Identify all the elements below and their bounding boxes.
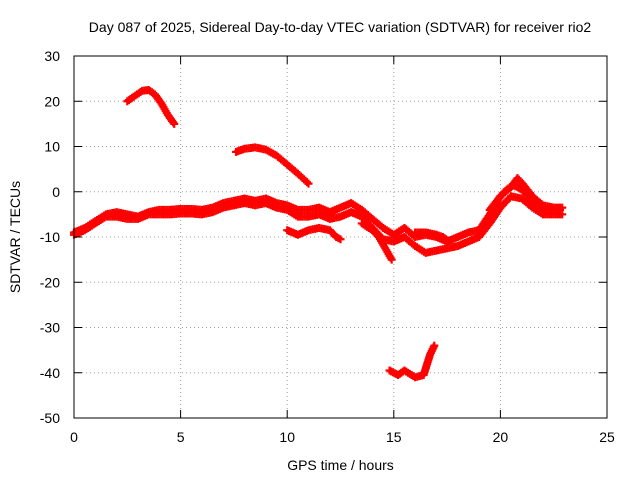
data-point [430, 341, 439, 350]
y-tick-label: -10 [40, 229, 60, 245]
y-tick-label: -50 [40, 410, 60, 426]
data-point [445, 237, 454, 246]
y-axis-label: SDTVAR / TECUs [7, 181, 23, 293]
data-point [556, 205, 565, 214]
x-tick-label: 15 [386, 429, 402, 445]
x-tick-label: 0 [70, 429, 78, 445]
series-segment-low-15h [385, 341, 439, 382]
series-main-band-lower [70, 192, 567, 257]
x-tick-label: 20 [493, 429, 509, 445]
data-point [387, 255, 396, 264]
y-tick-label: 10 [44, 139, 60, 155]
y-tick-label: -40 [40, 365, 60, 381]
y-tick-label: 30 [44, 48, 60, 64]
data-point [302, 178, 311, 187]
y-tick-label: -20 [40, 274, 60, 290]
data-point [336, 235, 345, 244]
data-point [558, 210, 567, 219]
series-segment-high-2h [123, 85, 179, 128]
x-axis-label: GPS time / hours [287, 457, 394, 473]
series-segment-late-17h [411, 228, 454, 246]
data-point [170, 119, 179, 128]
series-segment-high-8h [232, 143, 313, 188]
chart-title: Day 087 of 2025, Sidereal Day-to-day VTE… [89, 19, 592, 35]
grid-lines [74, 56, 607, 418]
data-series [70, 85, 567, 382]
y-tick-label: 0 [52, 184, 60, 200]
series-segment-mid-10h [283, 223, 345, 244]
axis-ticks: 0 5 10 15 20 25 -50 -40 -30 -20 -10 0 10 20 30 [40, 48, 615, 445]
x-tick-label: 10 [279, 429, 295, 445]
y-tick-label: 20 [44, 93, 60, 109]
x-tick-label: 5 [177, 429, 185, 445]
data-point [304, 179, 313, 188]
series-segment-descending-14h [357, 219, 396, 264]
series-segment-20h [485, 180, 565, 214]
x-tick-label: 25 [599, 429, 615, 445]
y-tick-label: -30 [40, 320, 60, 336]
